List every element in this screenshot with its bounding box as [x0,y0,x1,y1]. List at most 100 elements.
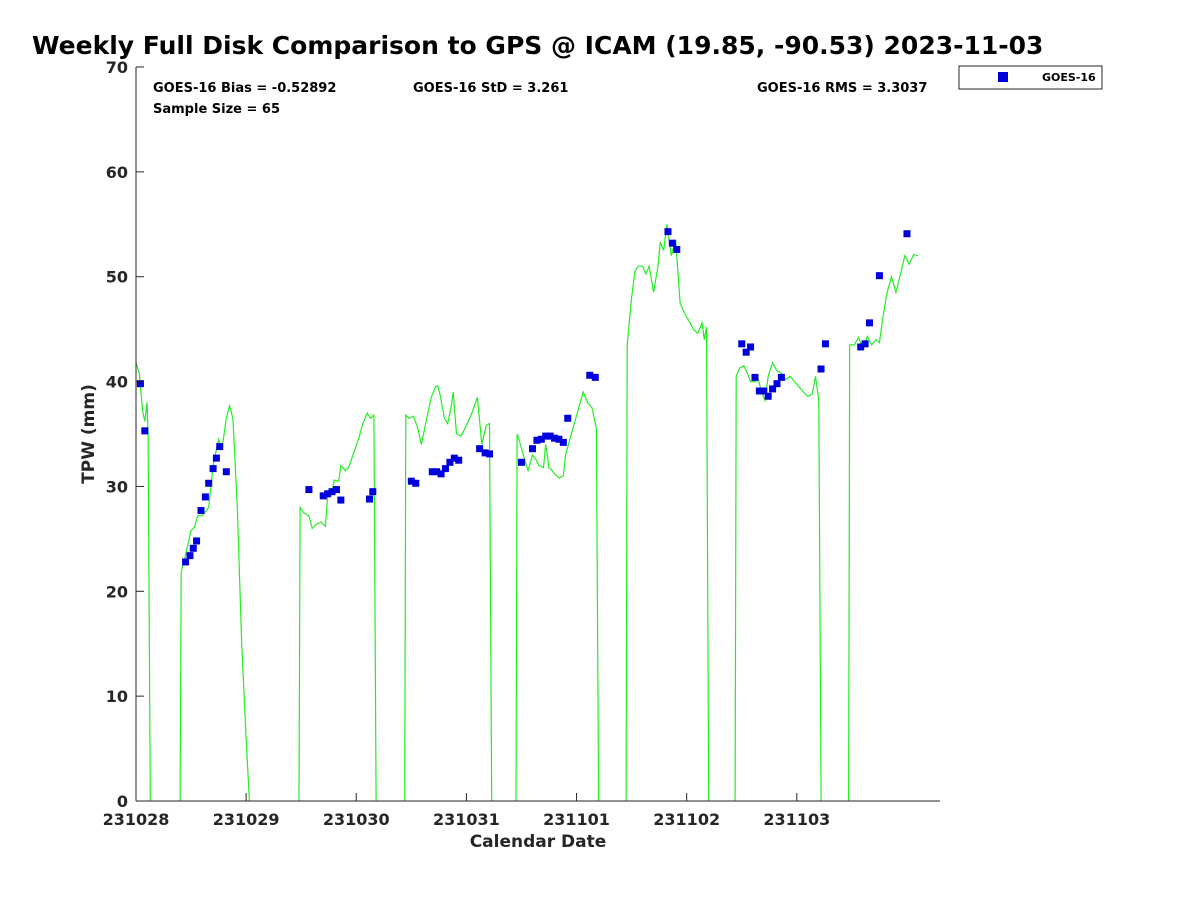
goes16-point [537,435,545,443]
goes16-point [591,373,599,381]
legend-box [958,65,1103,90]
sample-size-stat: Sample Size = 65 [153,102,280,117]
y-tick-label: 60 [106,163,128,182]
x-tick-label: 231103 [763,810,830,829]
y-ticks: 0 10 20 30 40 50 60 70 [106,58,144,811]
goes16-point [542,432,550,440]
chart-title: Weekly Full Disk Comparison to GPS @ ICA… [32,31,1043,60]
goes16-point [875,272,883,280]
goes16-point [324,490,332,498]
goes16-point [555,435,563,443]
gps-line-segment [179,403,250,802]
goes16-point [486,450,494,458]
goes16-point [866,319,874,327]
x-tick-label: 231031 [433,810,500,829]
goes16-point [773,380,781,388]
goes16-point [450,454,458,462]
goes16-point [769,385,777,393]
goes16-point [455,456,463,464]
y-tick-label: 20 [106,582,128,601]
x-axis-label: Calendar Date [470,832,607,852]
goes16-point [551,434,559,442]
x-tick-label: 231101 [543,810,610,829]
y-tick-label: 70 [106,58,128,77]
goes16-point [412,479,420,487]
bias-stat: GOES-16 Bias = -0.52892 [153,81,336,96]
goes16-point [222,468,230,476]
goes16-point [546,432,554,440]
goes16-point [193,537,201,545]
goes16-series [136,228,911,566]
goes16-point [857,343,865,351]
goes16-point [751,373,759,381]
goes16-point [559,438,567,446]
goes16-point [433,468,441,476]
std-stat: GOES-16 StD = 3.261 [413,81,568,96]
goes16-point [186,552,194,560]
x-tick-label: 231028 [103,810,170,829]
legend-label-goes16: GOES-16 [1042,71,1096,84]
goes16-point [755,387,763,395]
goes16-point [428,468,436,476]
gps-series [135,224,919,802]
goes16-point [216,443,224,451]
goes16-point [861,340,869,348]
gps-line-segment [515,390,600,802]
goes16-point [528,445,536,453]
goes16-point [407,477,415,485]
goes16-point [201,493,209,501]
x-tick-label: 231030 [323,810,390,829]
goes16-point [205,479,213,487]
y-tick-label: 30 [106,477,128,496]
rms-stat: GOES-16 RMS = 3.3037 [757,81,927,96]
goes16-point [481,449,489,457]
goes16-point [209,465,217,473]
goes16-point [337,496,345,504]
goes16-point [136,380,144,388]
x-ticks: 231028 231029 231030 231031 231101 231102 2311… [103,793,830,829]
gps-line-segment [734,361,822,802]
goes16-point [441,465,449,473]
gps-line-segment [625,224,710,802]
y-axis-label: TPW (mm) [79,384,99,484]
y-tick-label: 50 [106,268,128,287]
goes16-point [305,486,313,494]
goes16-point [903,230,911,238]
y-tick-label: 40 [106,373,128,392]
axes: 0 10 20 30 40 50 60 70 231028 231029 231030 231031… [103,58,940,829]
goes16-point [182,558,190,566]
goes16-point [747,343,755,351]
gps-line-segment [298,411,377,802]
goes16-point [760,387,768,395]
goes16-point [189,544,197,552]
y-tick-label: 10 [106,687,128,706]
goes16-point [476,445,484,453]
goes16-point [328,488,336,496]
goes16-point [319,492,327,500]
goes16-point [332,486,340,494]
goes16-point [533,436,541,444]
goes16-point [212,454,220,462]
goes16-point [817,365,825,373]
goes16-point [664,228,672,236]
goes16-point [564,414,572,422]
goes16-point [446,458,454,466]
goes16-point [437,470,445,478]
goes16-point [738,340,746,348]
x-tick-label: 231029 [213,810,280,829]
gps-line-segment [848,253,919,802]
goes16-point [369,488,377,496]
gps-line-segment [404,384,493,802]
goes16-point [764,392,772,400]
goes16-point [141,427,149,435]
goes16-point [668,239,676,247]
goes16-point [742,348,750,356]
plot-area [135,224,919,802]
goes16-point [821,340,829,348]
goes16-point [365,495,373,503]
x-tick-label: 231102 [653,810,720,829]
goes16-point [777,373,785,381]
legend-marker-goes16 [998,72,1008,82]
goes16-point [517,458,525,466]
